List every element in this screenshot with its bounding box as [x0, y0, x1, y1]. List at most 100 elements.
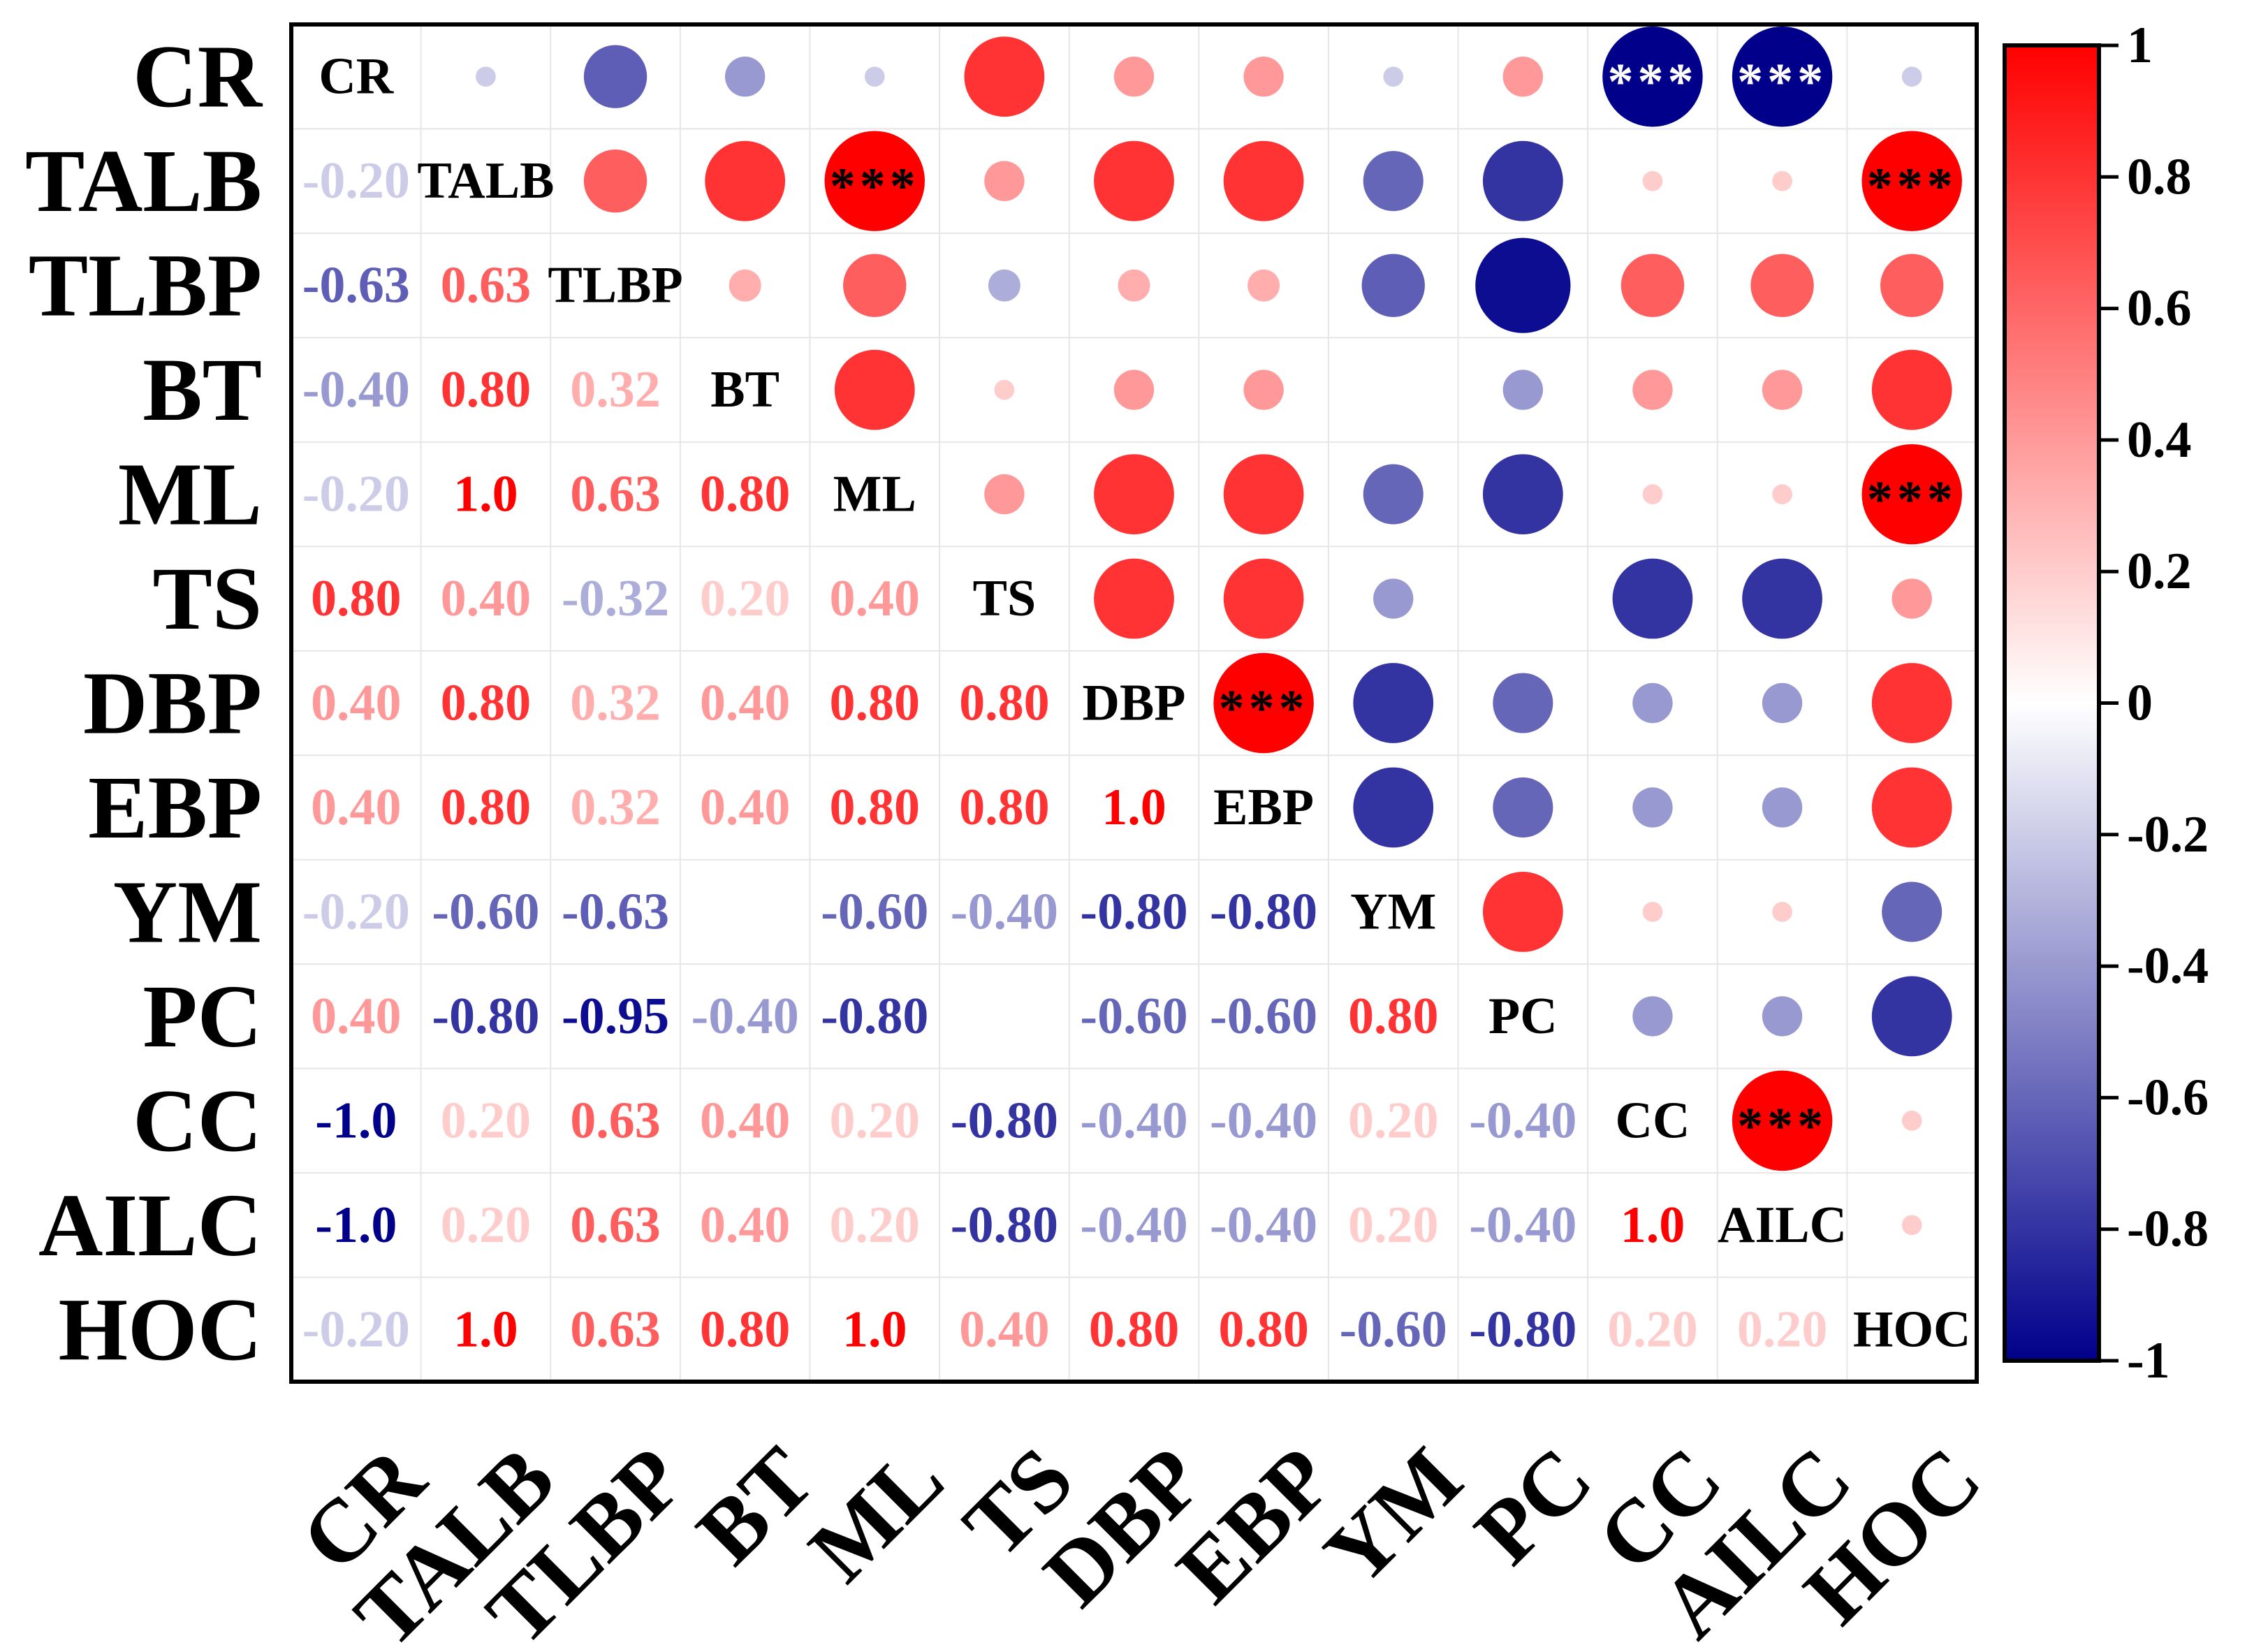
corr-circle	[1880, 254, 1944, 317]
diagonal-label-bt: BT	[710, 361, 780, 418]
colorbar-tick-label: -0.4	[2127, 937, 2209, 995]
corr-circle	[1632, 682, 1673, 724]
corr-value-label: 0.80	[441, 361, 532, 418]
colorbar-tick-label: -0.8	[2127, 1201, 2209, 1258]
corr-value-label: 0.80	[311, 570, 402, 627]
corr-circle	[583, 149, 647, 213]
corr-value-label: 0.80	[1089, 1301, 1180, 1358]
corr-circle	[1762, 787, 1803, 828]
corr-value-label: -0.95	[562, 988, 669, 1045]
corr-circle	[1094, 140, 1174, 221]
corr-value-label: 0.63	[570, 1197, 661, 1254]
corr-value-label: 0.40	[700, 1197, 791, 1254]
corr-value-label: 0.40	[311, 988, 402, 1045]
row-label-ts: TS	[152, 549, 262, 648]
corr-value-label: -0.40	[302, 361, 410, 418]
corr-value-label: 1.0	[1620, 1197, 1685, 1254]
row-label-cc: CC	[133, 1071, 262, 1170]
corr-value-label: 0.20	[441, 1092, 532, 1149]
corr-value-label: -0.80	[1469, 1301, 1576, 1358]
corr-circle	[1223, 140, 1304, 221]
corr-circle	[1502, 370, 1544, 410]
corr-circle	[984, 474, 1025, 515]
corr-circle	[1243, 370, 1284, 410]
corr-circle	[1247, 269, 1280, 302]
corr-value-label: 0.20	[830, 1092, 921, 1149]
row-label-ailc: AILC	[38, 1176, 262, 1275]
corr-circle	[1493, 673, 1553, 733]
corr-circle	[1762, 370, 1803, 410]
significance-marker: ***	[830, 158, 920, 215]
significance-marker: ***	[1607, 54, 1697, 111]
corr-value-label: -1.0	[315, 1197, 397, 1254]
colorbar-tick-label: 0.6	[2127, 280, 2192, 337]
corr-circle	[1861, 444, 1962, 545]
corr-circle	[1772, 902, 1792, 922]
corr-circle	[1772, 484, 1792, 504]
corr-circle	[1642, 902, 1663, 922]
corr-circle	[843, 254, 907, 317]
corr-value-label: 0.63	[570, 1301, 661, 1358]
corr-circle	[988, 269, 1020, 302]
corr-value-label: -0.20	[302, 1301, 410, 1358]
corr-circle	[1361, 254, 1425, 317]
corr-value-label: -0.60	[1340, 1301, 1447, 1358]
corr-value-label: 0.63	[570, 466, 661, 523]
row-label-dbp: DBP	[83, 654, 262, 753]
corr-value-label: 0.80	[700, 466, 791, 523]
corr-value-label: -0.40	[1469, 1197, 1576, 1254]
corr-circle	[1871, 349, 1952, 430]
corr-circle	[1113, 57, 1155, 97]
diagonal-label-hoc: HOC	[1853, 1301, 1971, 1358]
column-label-ml: ML	[790, 1428, 962, 1600]
corr-circle	[994, 379, 1015, 400]
corr-value-label: -0.20	[302, 883, 410, 940]
diagonal-label-talb: TALB	[417, 152, 554, 210]
corr-value-label: 0.80	[441, 675, 532, 732]
corr-value-label: 0.80	[959, 675, 1050, 732]
corr-circle	[1243, 57, 1284, 97]
corr-circle	[1642, 170, 1663, 191]
corr-circle	[1094, 558, 1174, 639]
corr-circle	[1632, 996, 1673, 1037]
corr-value-label: 0.63	[441, 257, 532, 314]
corr-value-label: 0.20	[1737, 1301, 1828, 1358]
corr-circle	[1742, 558, 1822, 639]
corr-circle	[1482, 872, 1563, 952]
significance-marker: ***	[1867, 472, 1957, 529]
colorbar-tick-label: 1	[2127, 17, 2153, 74]
corr-value-label: 0.80	[1218, 1301, 1309, 1358]
corr-value-label: -0.20	[302, 152, 410, 210]
colorbar-tick-label: 0.4	[2127, 411, 2192, 469]
corr-value-label: 0.40	[311, 779, 402, 836]
diagonal-label-ym: YM	[1350, 883, 1436, 940]
corr-value-label: 1.0	[1102, 779, 1166, 836]
corr-value-label: -0.40	[1210, 1197, 1317, 1254]
corr-value-label: 0.40	[700, 675, 791, 732]
corr-circle	[1632, 787, 1673, 828]
matrix-cells: CR *** ***-0.20 TALB *** ***-0.63 0.63 TLBP-0.4…	[302, 27, 1971, 1358]
corr-circle	[964, 36, 1045, 117]
colorbar-tick-label: 0.2	[2127, 543, 2192, 600]
corr-value-label: -0.80	[1210, 883, 1317, 940]
colorbar-gradient	[2003, 43, 2101, 1363]
corr-value-label: -0.40	[1469, 1092, 1576, 1149]
row-label-talb: TALB	[25, 131, 262, 231]
corr-value-label: -0.60	[1210, 988, 1317, 1045]
column-label-bt: BT	[678, 1428, 833, 1583]
corr-value-label: 0.40	[311, 675, 402, 732]
column-label-ym: YM	[1305, 1428, 1481, 1604]
corr-circle	[1762, 996, 1803, 1037]
corr-circle	[1901, 66, 1922, 87]
corr-value-label: 0.80	[700, 1301, 791, 1358]
corr-circle	[1223, 454, 1304, 534]
corr-value-label: -0.63	[562, 883, 669, 940]
corr-value-label: -0.40	[1080, 1197, 1187, 1254]
corr-circle	[1882, 882, 1942, 942]
diagonal-label-cr: CR	[319, 48, 394, 105]
corr-value-label: 0.20	[1348, 1092, 1439, 1149]
corr-value-label: 0.40	[700, 779, 791, 836]
colorbar-tick-label: 0	[2127, 675, 2153, 732]
corr-circle	[1632, 370, 1673, 410]
